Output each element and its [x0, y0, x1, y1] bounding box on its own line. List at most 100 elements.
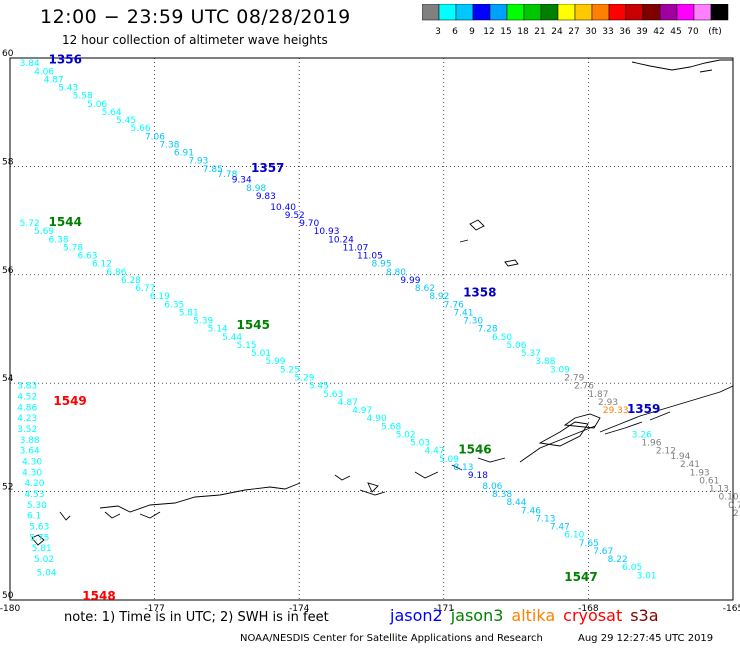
- swh-value: 4.30: [22, 468, 42, 478]
- swh-value: 5.15: [237, 341, 257, 351]
- coastline: [359, 489, 386, 496]
- swh-value: 5.37: [521, 349, 541, 359]
- swh-value: 7.65: [579, 539, 599, 549]
- swh-value: 7.28: [478, 325, 498, 335]
- swh-value: 5.02: [34, 555, 54, 565]
- swh-value: 8.38: [492, 490, 512, 500]
- swh-value: 9.34: [232, 176, 252, 186]
- swh-value: 5.06: [87, 100, 107, 110]
- swh-value: 9.18: [468, 471, 488, 481]
- swh-value: 3.88: [535, 357, 555, 367]
- swh-value: 7.46: [521, 506, 541, 516]
- colorbar-label: 36: [619, 27, 631, 37]
- swh-value: 8.44: [506, 498, 526, 508]
- swh-value: 6.50: [492, 333, 512, 343]
- swh-value: 6.38: [49, 235, 69, 245]
- swh-value: 7.30: [463, 317, 483, 327]
- coastline: [104, 511, 121, 519]
- swh-value: 5.29: [294, 373, 314, 383]
- swh-value: 3.52: [17, 425, 37, 435]
- pass-time-label: 1357: [251, 161, 284, 175]
- swh-value: 0.61: [699, 476, 719, 486]
- coastline: [599, 385, 734, 433]
- swh-value: 4.87: [338, 398, 358, 408]
- coastline: [99, 482, 301, 513]
- swh-value: 4.23: [17, 414, 37, 424]
- swh-value: 5.06: [506, 341, 526, 351]
- swh-value: 9.83: [256, 192, 276, 202]
- swh-value: 5.43: [58, 84, 78, 94]
- swh-value: 5.72: [20, 219, 40, 229]
- swh-value: 8.22: [608, 555, 628, 565]
- swh-value: 5.45: [116, 116, 136, 126]
- swh-value: 6.63: [77, 252, 97, 262]
- swh-value: 3.09: [550, 365, 570, 375]
- footer-organization: NOAA/NESDIS Center for Satellite Applica…: [240, 633, 543, 644]
- swh-value: 3.01: [637, 571, 657, 581]
- swh-value: 6.28: [121, 276, 141, 286]
- colorbar-label: 24: [551, 27, 563, 37]
- x-tick-label: -168: [578, 604, 599, 614]
- swh-value: 2.8: [733, 509, 740, 519]
- x-tick-label: -180: [0, 604, 20, 614]
- swh-value: 7.93: [188, 157, 208, 167]
- swh-value: 5.68: [381, 422, 401, 432]
- swh-value: 8.13: [453, 463, 473, 473]
- swh-value: 5.64: [102, 108, 122, 118]
- swh-value: 5.44: [222, 333, 242, 343]
- swh-value: 2.12: [656, 447, 676, 457]
- coastline: [631, 59, 733, 71]
- swh-value: 10.93: [314, 227, 340, 237]
- swh-value: 5.63: [29, 523, 49, 533]
- swh-value: 2.79: [564, 373, 584, 383]
- page-title: 12:00 − 23:59 UTC 08/28/2019: [40, 6, 351, 28]
- swh-value: 5.81: [32, 544, 52, 554]
- swh-value: 3.83: [17, 382, 37, 392]
- satellite-name-jason2: jason2: [390, 606, 443, 625]
- swh-value: 1.96: [641, 439, 661, 449]
- colorbar-label: 12: [483, 27, 494, 37]
- swh-value: 5.30: [27, 501, 47, 511]
- colorbar-label: 3: [435, 27, 441, 37]
- y-tick-label: 54: [2, 374, 14, 384]
- swh-value: 5.66: [131, 124, 151, 134]
- swh-value: 3.88: [20, 436, 40, 446]
- swh-value: 2.76: [574, 382, 594, 392]
- swh-value: 4.52: [17, 392, 37, 402]
- swh-value: 29.33: [603, 406, 629, 416]
- swh-value: 9.99: [400, 276, 420, 286]
- coastline: [139, 511, 161, 519]
- swh-value: 9.52: [285, 211, 305, 221]
- coastline: [451, 464, 463, 471]
- x-tick-label: -165: [723, 604, 740, 614]
- swh-value: 4.86: [17, 403, 37, 413]
- swh-value: 7.78: [217, 170, 237, 180]
- coastline: [519, 425, 596, 463]
- swh-value: 5.25: [280, 365, 300, 375]
- swh-value: 6.12: [92, 260, 112, 270]
- swh-value: 5.39: [193, 317, 213, 327]
- coastline: [31, 534, 45, 546]
- swh-value: 5.45: [309, 382, 329, 392]
- coastline: [504, 259, 519, 267]
- x-tick-label: -171: [434, 604, 454, 614]
- swh-value: 3.26: [632, 430, 652, 440]
- footer-timestamp: Aug 29 12:27:45 UTC 2019: [578, 633, 714, 644]
- colorbar-label: 6: [452, 27, 458, 37]
- pass-time-label: 1545: [237, 318, 270, 332]
- x-tick-label: -177: [144, 604, 164, 614]
- coastline: [367, 482, 379, 493]
- coastline: [604, 421, 643, 435]
- swh-value: 7.13: [535, 514, 555, 524]
- swh-value: 7.67: [593, 547, 613, 557]
- swh-value: 6.1: [27, 512, 41, 522]
- swh-value: 5.78: [63, 243, 83, 253]
- swh-value: 4.06: [34, 67, 54, 77]
- swh-value: 7.76: [444, 300, 464, 310]
- coastline: [477, 457, 506, 463]
- pass-time-label: 1546: [458, 443, 491, 457]
- swh-value: 5.99: [265, 357, 285, 367]
- y-tick-label: 56: [2, 266, 14, 276]
- swh-value: 8.95: [372, 260, 392, 270]
